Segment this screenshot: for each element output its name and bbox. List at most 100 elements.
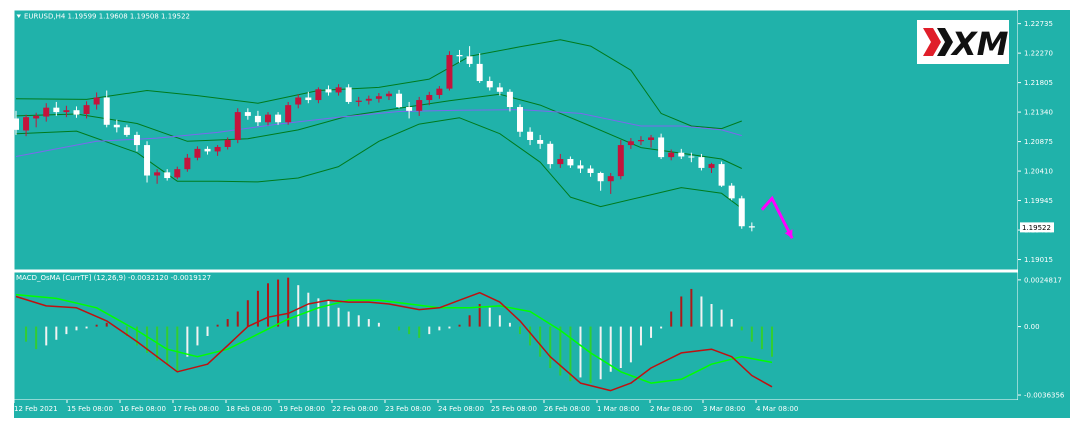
candle-bull-body [93, 97, 100, 105]
candle-bear-body [486, 81, 493, 88]
time-tick-label: 16 Feb 08:00 [120, 405, 166, 413]
candle-bear-body [688, 156, 695, 158]
bollinger-lower-line [15, 117, 743, 209]
main-chart-background [13, 9, 1019, 271]
logo-chevron-mark [937, 28, 953, 56]
candle-bull-body [295, 97, 302, 105]
candle-bear-body [164, 172, 171, 179]
indicator-tick-label: 0.0024817 [1024, 276, 1062, 284]
candle-bear-body [748, 226, 755, 228]
candle-bull-body [557, 159, 564, 165]
candle-bear-body [718, 164, 725, 186]
candle-bear-body [53, 107, 60, 113]
price-tick-label: 1.20875 [1024, 138, 1053, 146]
candle-bear-body [345, 87, 352, 102]
candle-bull-body [355, 100, 362, 102]
candle-bull-body [265, 114, 271, 123]
candle-bull-body [224, 140, 231, 147]
candle-bull-body [285, 105, 292, 123]
candle-bull-body [214, 146, 221, 152]
moving-average [15, 109, 742, 157]
candle-bear-body [305, 97, 312, 101]
time-tick-label: 22 Feb 08:00 [332, 405, 378, 413]
symbol-title: EURUSD,H4 1.19599 1.19608 1.19508 1.1952… [24, 13, 190, 21]
candle-bear-body [133, 134, 140, 146]
candle-bull-body [668, 152, 675, 158]
candle-bear-body [244, 112, 251, 116]
candle-bull-body [627, 141, 634, 146]
candle-bull-body [385, 93, 392, 97]
candle-bear-body [144, 145, 151, 176]
time-tick-label: 24 Feb 08:00 [438, 405, 484, 413]
candle-bull-body [315, 89, 322, 101]
candle-bear-body [506, 91, 513, 108]
candles [13, 46, 755, 232]
logo-accent-mark [923, 28, 941, 56]
time-tick-label: 19 Feb 08:00 [279, 405, 325, 413]
forecast-arrow-path [760, 195, 794, 239]
triangle-down-icon[interactable] [16, 14, 22, 19]
price-axis-strip [1018, 10, 1070, 404]
candle-bear-body [325, 89, 332, 93]
price-tick-label: 1.19015 [1024, 256, 1053, 264]
candle-bull-body [83, 105, 90, 114]
candle-bear-body [527, 131, 534, 140]
time-tick-label: 15 Feb 08:00 [67, 405, 113, 413]
candle-bear-body [537, 140, 544, 144]
candle-bull-body [63, 110, 70, 113]
candle-bear-body [275, 114, 282, 123]
candle-bull-body [184, 157, 191, 170]
chart-header: EURUSD,H4 1.19599 1.19608 1.19508 1.1952… [16, 13, 190, 21]
indicator-tick-label: 0.00 [1024, 323, 1040, 331]
candle-bull-body [607, 176, 614, 182]
candle-bull-body [23, 117, 30, 131]
candle-bull-body [194, 148, 201, 158]
candle-bull-body [43, 107, 50, 117]
time-axis-strip [14, 400, 1070, 418]
candle-bear-body [396, 93, 403, 108]
price-tick-label: 1.19945 [1024, 197, 1053, 205]
candle-bear-body [466, 56, 473, 64]
candle-bull-body [234, 112, 241, 140]
candle-bear-body [476, 63, 483, 82]
candle-bull-body [637, 140, 644, 142]
price-tick-label: 1.21340 [1024, 109, 1053, 117]
candle-bull-body [174, 169, 181, 178]
moving-average-line [15, 109, 742, 157]
signal-line [15, 293, 773, 384]
current-price-label: 1.19522 [1022, 224, 1051, 232]
logo-text: XM [950, 25, 1009, 63]
macd-signal-lines [15, 291, 773, 392]
candle-bull-body [617, 145, 624, 177]
candle-bear-body [254, 115, 261, 123]
forecast-arrow [760, 195, 794, 239]
candle-bull-body [436, 88, 443, 95]
candle-bear-body [103, 97, 110, 125]
candle-bear-body [204, 148, 211, 152]
time-tick-label: 1 Mar 08:00 [597, 405, 639, 413]
candle-bull-body [33, 115, 40, 119]
candle-bear-body [517, 107, 523, 132]
candle-bear-body [456, 55, 463, 57]
candle-bull-body [708, 164, 715, 168]
candle-bear-body [406, 107, 413, 111]
price-tick-label: 1.22270 [1024, 50, 1053, 58]
candle-bear-body [728, 185, 735, 199]
candle-bear-body [738, 198, 745, 227]
time-tick-label: 2 Mar 08:00 [650, 405, 692, 413]
price-tick-label: 1.22735 [1024, 20, 1053, 28]
time-tick-label: 26 Feb 08:00 [544, 405, 590, 413]
candle-bear-body [658, 137, 665, 158]
time-tick-label: 3 Mar 08:00 [703, 405, 745, 413]
current-price-box [1020, 222, 1054, 233]
candle-bull-body [426, 94, 433, 101]
forecast-arrow-head [784, 229, 793, 239]
candle-bear-body [597, 172, 604, 182]
candle-bear-body [698, 157, 705, 168]
candle-bear-body [113, 124, 120, 128]
candle-bear-body [496, 87, 503, 92]
price-tick-label: 1.20410 [1024, 168, 1053, 176]
candle-bear-body [73, 110, 80, 115]
candle-bear-body [577, 165, 584, 169]
